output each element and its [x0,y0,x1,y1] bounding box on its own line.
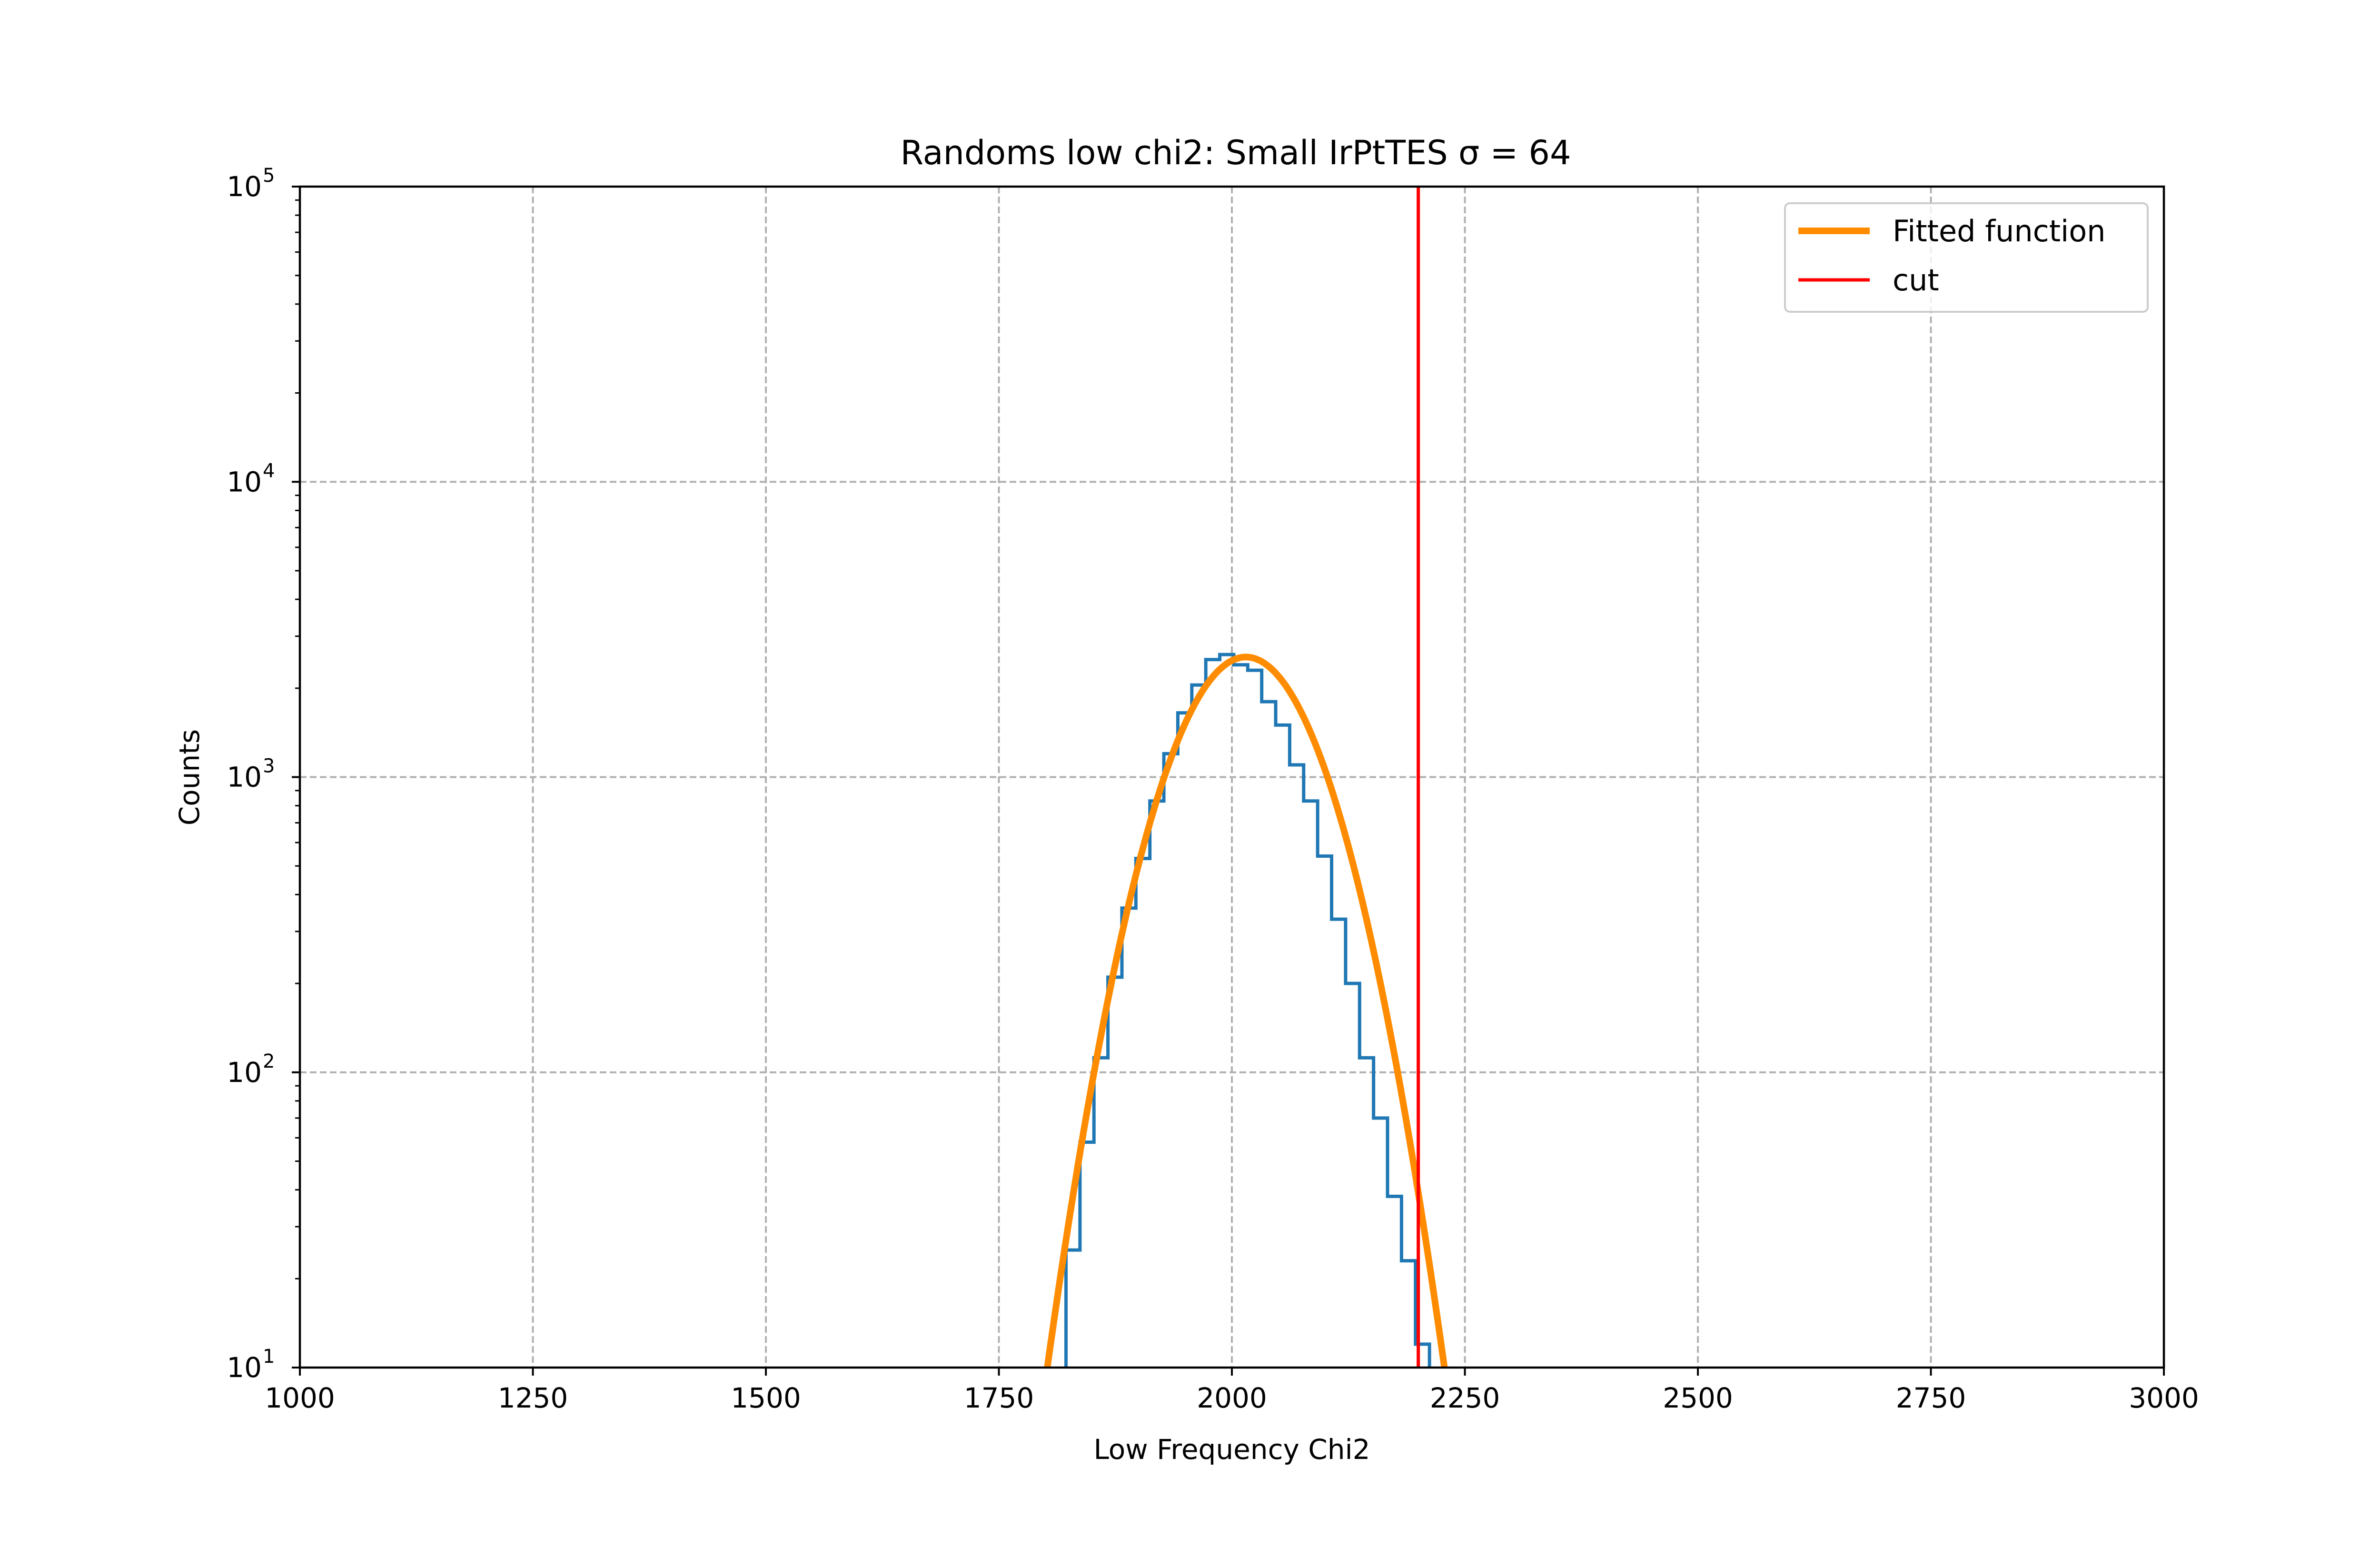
y-tick-label: 10 [227,1056,262,1089]
legend-frame [1784,202,2149,313]
x-tick-label: 2500 [1663,1382,1733,1414]
x-tick-label: 1500 [731,1382,801,1414]
x-tick-label: 2000 [1197,1382,1267,1414]
y-tick-label: 10 [227,170,262,203]
y-tick-exponent: 4 [263,460,275,482]
legend-label-fitted-function: Fitted function [1893,214,2105,248]
plot-area [1044,187,1448,1368]
x-tick-label: 3000 [2129,1382,2199,1414]
y-tick-label: 10 [227,1351,262,1384]
x-tick-label: 1000 [265,1382,335,1414]
x-axis: 1000 1250 1500 1750 2000 2250 2500 2750 3000 [265,1368,2199,1414]
x-tick-label: 2250 [1430,1382,1500,1414]
plot-clip-group [1044,187,1448,1368]
y-tick-exponent: 1 [263,1346,275,1368]
y-tick-exponent: 2 [263,1051,275,1072]
x-tick-label: 1750 [964,1382,1034,1414]
y-tick-exponent: 3 [263,755,275,777]
x-tick-label: 2750 [1896,1382,1966,1414]
fitted-function-line [1044,654,1448,1368]
legend-label-cut: cut [1893,263,1939,298]
y-tick-label: 10 [227,466,262,498]
legend: Fitted function cut [1784,202,2149,313]
grid [300,187,2164,1368]
y-axis-label: Counts [173,729,206,825]
chart-title: Randoms low chi2: Small IrPtTES σ = 64 [901,133,1571,172]
x-axis-label: Low Frequency Chi2 [1094,1433,1370,1466]
y-tick-label: 10 [227,761,262,793]
y-tick-exponent: 5 [263,165,275,187]
x-tick-label: 1250 [498,1382,568,1414]
